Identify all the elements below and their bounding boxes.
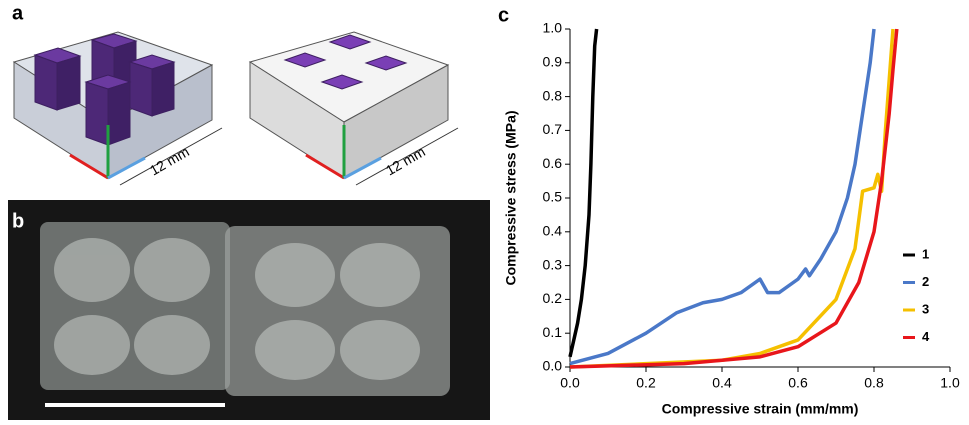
y-tick-label: 0.0 bbox=[543, 358, 563, 374]
y-tick-label: 0.1 bbox=[543, 324, 563, 340]
y-tick-label: 0.5 bbox=[543, 189, 563, 205]
y-tick-label: 0.4 bbox=[543, 223, 563, 239]
panel-label: b bbox=[12, 210, 24, 232]
x-tick-label: 0.8 bbox=[864, 375, 884, 391]
model-solid bbox=[250, 32, 458, 185]
x-tick-label: 1.0 bbox=[940, 375, 960, 391]
y-tick-label: 0.2 bbox=[543, 290, 563, 306]
y-tick-label: 0.8 bbox=[543, 87, 563, 103]
series-line bbox=[570, 29, 893, 367]
legend-label: 3 bbox=[922, 301, 929, 316]
y-tick-label: 1.0 bbox=[543, 20, 563, 36]
series-line bbox=[570, 29, 874, 364]
y-tick-label: 0.9 bbox=[543, 54, 563, 70]
figure: 12 mm 12 mm a b c Compressive strain (mm… bbox=[0, 0, 969, 420]
y-tick-label: 0.3 bbox=[543, 256, 563, 272]
legend-label: 4 bbox=[922, 329, 930, 344]
panel-label: c bbox=[498, 4, 509, 26]
photo bbox=[8, 200, 490, 420]
x-tick-label: 0.2 bbox=[636, 375, 656, 391]
y-tick-label: 0.6 bbox=[543, 155, 563, 171]
legend-label: 2 bbox=[922, 274, 929, 289]
model-transparent bbox=[14, 32, 222, 185]
x-tick-label: 0.6 bbox=[788, 375, 808, 391]
x-tick-label: 0.4 bbox=[712, 375, 732, 391]
legend-label: 1 bbox=[922, 246, 929, 261]
series-line bbox=[570, 29, 597, 357]
x-tick-label: 0.0 bbox=[560, 375, 580, 391]
y-tick-label: 0.7 bbox=[543, 121, 563, 137]
x-axis-label: Compressive strain (mm/mm) bbox=[662, 401, 859, 417]
panel-label: a bbox=[12, 2, 24, 24]
y-axis-label: Compressive stress (MPa) bbox=[503, 110, 519, 285]
